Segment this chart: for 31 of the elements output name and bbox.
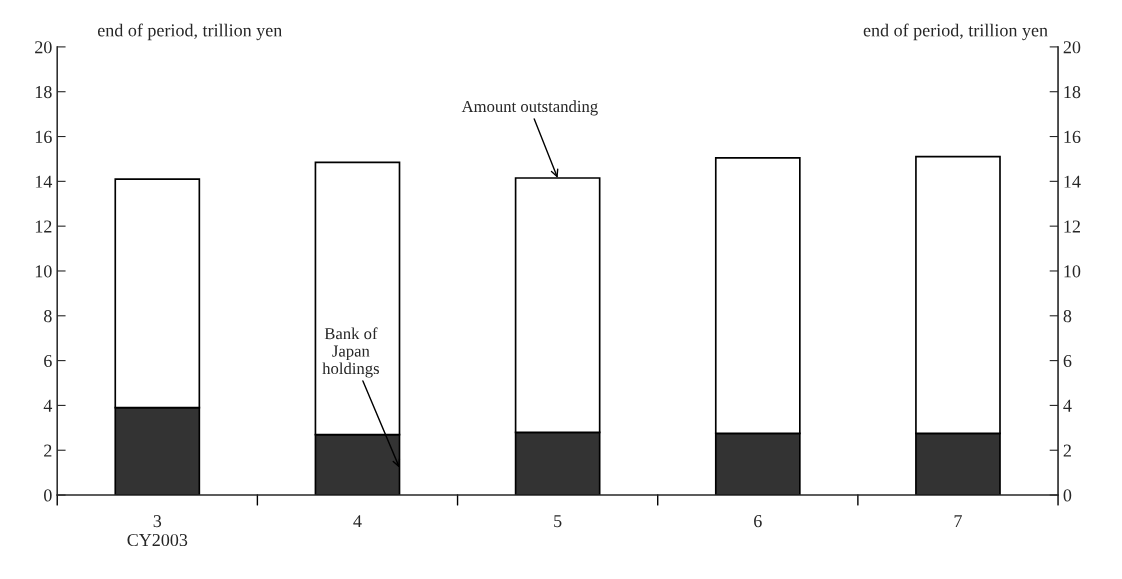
y2-tick-label: 0 (1063, 489, 1072, 502)
x-tick-label: 6 (754, 515, 762, 528)
y-tick-label: 14 (35, 175, 53, 188)
x-tick-label: 7 (954, 515, 962, 528)
y-tick-label: 6 (44, 354, 52, 368)
y2-axis-title: end of period, trillion yen (863, 23, 1048, 41)
text: Amount outstanding (461, 100, 598, 116)
x-tick-label: 4 (353, 515, 362, 528)
y2-tick-label: 8 (1063, 310, 1072, 323)
x-tick-label: 3 CY2003 (127, 515, 188, 547)
y2-tick-label: 2 (1063, 444, 1071, 457)
y-tick-label: 2 (44, 444, 52, 457)
y2-tick-label: 6 (1063, 354, 1072, 368)
y-tick-label: 20 (35, 41, 52, 54)
y-axis-title: end of period, trillion yen (97, 23, 283, 41)
y-tick-label: 10 (35, 265, 52, 278)
y2-tick-label: 18 (1064, 85, 1081, 99)
y2-tick-label: 14 (1064, 175, 1081, 188)
y-tick-label: 8 (44, 310, 52, 323)
x-tick-label: 5 (554, 515, 562, 528)
text: Bank of Japan holdings (322, 327, 379, 378)
y-tick-label: 18 (35, 85, 52, 99)
y-tick-label: 0 (44, 489, 52, 502)
y2-tick-label: 16 (1064, 130, 1081, 143)
y-tick-label: 4 (43, 399, 53, 412)
y2-tick-label: 4 (1063, 399, 1072, 412)
y-tick-label: 16 (35, 130, 52, 143)
y2-tick-label: 12 (1064, 220, 1080, 233)
y2-tick-label: 10 (1064, 265, 1081, 278)
y-tick-label: 12 (35, 220, 52, 233)
y2-tick-label: 20 (1063, 41, 1081, 54)
